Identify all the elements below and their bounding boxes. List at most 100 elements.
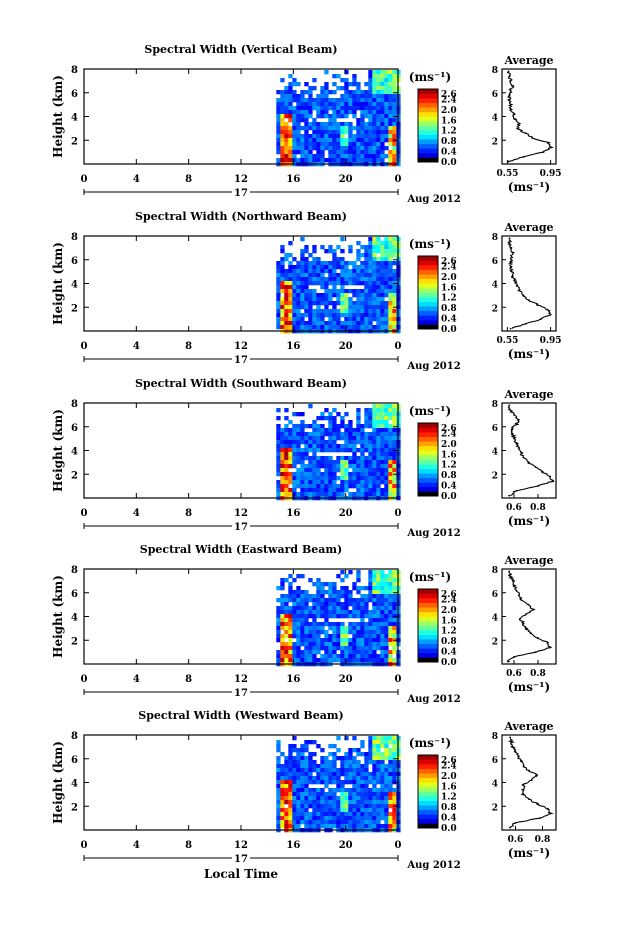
heatmap-cell — [384, 622, 389, 627]
heatmap-cell — [316, 114, 321, 119]
heatmap-cell — [336, 309, 341, 314]
heatmap-cell — [304, 301, 309, 306]
heatmap-cell — [280, 820, 285, 825]
heatmap-cell — [348, 646, 353, 651]
heatmap-cell — [368, 476, 373, 481]
heatmap-cell — [380, 440, 385, 445]
heatmap-cell — [380, 70, 385, 75]
heatmap-cell — [388, 650, 393, 655]
heatmap-cell — [328, 484, 333, 489]
heatmap-cell — [280, 273, 285, 278]
heatmap-cell — [288, 488, 293, 493]
heatmap-cell — [292, 150, 297, 155]
heatmap-cell — [284, 98, 289, 103]
heatmap-cell — [316, 614, 321, 619]
heatmap-cell — [360, 102, 365, 107]
heatmap-cell — [388, 586, 393, 591]
heatmap-cell — [288, 297, 293, 302]
heatmap-cell — [392, 106, 397, 111]
heatmap-cell — [304, 808, 309, 813]
heatmap-cell — [376, 622, 381, 627]
heatmap-cell — [332, 472, 337, 477]
y-tick-label: 4 — [71, 280, 78, 291]
heatmap-cell — [304, 424, 309, 429]
profile-y-tick-label: 4 — [492, 281, 498, 291]
colorbar-segment — [418, 116, 438, 122]
heatmap-cell — [388, 305, 393, 310]
heatmap-cell — [348, 484, 353, 489]
profile-point — [528, 769, 530, 772]
heatmap-cell — [292, 488, 297, 493]
heatmap-cell — [292, 158, 297, 163]
heatmap-cell — [388, 432, 393, 437]
heatmap-cell — [384, 638, 389, 643]
heatmap-cell — [300, 456, 305, 461]
heatmap-cell — [376, 594, 381, 599]
heatmap-cell — [328, 768, 333, 773]
heatmap-cell — [356, 456, 361, 461]
heatmap-cell — [384, 488, 389, 493]
heatmap-cell — [304, 249, 309, 254]
heatmap-cell — [304, 468, 309, 473]
profile-y-tick-label: 8 — [492, 66, 498, 76]
heatmap-cell — [344, 586, 349, 591]
heatmap-cell — [388, 269, 393, 274]
heatmap-cell — [320, 94, 325, 99]
heatmap-cell — [344, 602, 349, 607]
heatmap-cell — [384, 436, 389, 441]
heatmap-cell — [364, 472, 369, 477]
heatmap-cell — [380, 626, 385, 631]
heatmap-cell — [352, 784, 357, 789]
heatmap-cell — [372, 285, 377, 290]
heatmap-cell — [368, 110, 373, 115]
heatmap-cell — [356, 277, 361, 282]
heatmap-cell — [364, 440, 369, 445]
heatmap-cell — [364, 106, 369, 111]
heatmap-cell — [336, 756, 341, 761]
heatmap-cell — [292, 736, 297, 741]
heatmap-cell — [280, 618, 285, 623]
heatmap-cell — [308, 158, 313, 163]
heatmap-cell — [336, 146, 341, 151]
heatmap-cell — [296, 610, 301, 615]
heatmap-cell — [328, 432, 333, 437]
heatmap-cell — [300, 594, 305, 599]
heatmap-cell — [372, 102, 377, 107]
heatmap-cell — [376, 488, 381, 493]
heatmap-cell — [360, 118, 365, 123]
heatmap-cell — [360, 265, 365, 270]
heatmap-cell — [344, 305, 349, 310]
colorbar-segment — [418, 773, 438, 779]
heatmap-cell — [392, 416, 397, 421]
heatmap-cell — [328, 158, 333, 163]
heatmap-cell — [348, 756, 353, 761]
heatmap-cell — [320, 796, 325, 801]
heatmap-cell — [288, 476, 293, 481]
heatmap-cell — [372, 492, 377, 497]
heatmap-cell — [368, 638, 373, 643]
heatmap-cell — [348, 440, 353, 445]
heatmap-cell — [296, 808, 301, 813]
heatmap-cell — [316, 130, 321, 135]
heatmap-cell — [384, 614, 389, 619]
heatmap-cell — [388, 638, 393, 643]
heatmap-cell — [364, 800, 369, 805]
profile-x-tick-label: 0.8 — [530, 669, 546, 679]
profile-point — [525, 613, 527, 615]
profile-point — [515, 589, 518, 592]
heatmap-cell — [380, 586, 385, 591]
heatmap-cell — [360, 281, 365, 286]
heatmap-cell — [348, 772, 353, 777]
heatmap-cell — [280, 488, 285, 493]
heatmap-cell — [320, 122, 325, 127]
heatmap-cell — [312, 309, 317, 314]
profile-point — [536, 304, 539, 306]
heatmap-cell — [376, 816, 381, 821]
heatmap-cell — [312, 289, 317, 294]
heatmap-cell — [376, 642, 381, 647]
heatmap-cell — [300, 412, 305, 417]
heatmap-cell — [384, 780, 389, 785]
heatmap-cell — [300, 428, 305, 433]
heatmap-cell — [300, 610, 305, 615]
heatmap-cell — [388, 106, 393, 111]
